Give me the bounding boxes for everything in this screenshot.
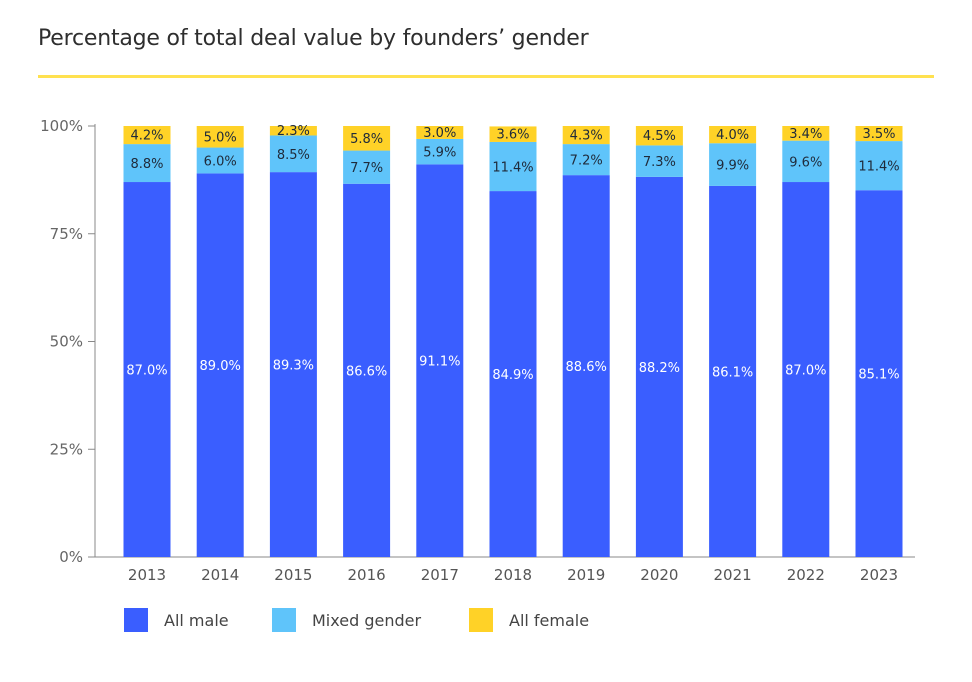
y-tick-label: 100% bbox=[40, 117, 83, 135]
bar-mixed-gender-2023 bbox=[855, 141, 903, 191]
bar-all-male-2021 bbox=[709, 185, 757, 557]
bar-all-male-2017 bbox=[416, 164, 464, 557]
legend-swatch-all-male bbox=[124, 608, 148, 632]
data-label-all-male: 88.2% bbox=[639, 361, 680, 376]
bar-all-female-2016 bbox=[343, 126, 391, 151]
bar-mixed-gender-2013 bbox=[123, 144, 171, 183]
data-label-all-male: 86.6% bbox=[346, 364, 387, 379]
bar-mixed-gender-2021 bbox=[709, 143, 757, 186]
bar-all-male-2019 bbox=[562, 175, 610, 557]
data-label-all-female: 4.2% bbox=[130, 129, 163, 144]
bar-all-female-2015 bbox=[269, 126, 317, 136]
legend-swatch-mixed-gender bbox=[272, 608, 296, 632]
legend-label-all-male: All male bbox=[164, 610, 229, 630]
bar-all-male-2014 bbox=[196, 173, 244, 557]
bar-mixed-gender-2022 bbox=[782, 140, 830, 183]
bar-mixed-gender-2014 bbox=[196, 147, 244, 174]
bar-all-female-2017 bbox=[416, 126, 464, 139]
bar-mixed-gender-2016 bbox=[343, 150, 391, 184]
x-tick-label: 2015 bbox=[274, 566, 312, 584]
bar-all-male-2013 bbox=[123, 182, 171, 557]
data-label-mixed-gender: 7.7% bbox=[350, 161, 383, 176]
bar-all-female-2014 bbox=[196, 126, 244, 148]
stacked-bar-chart: 0% 25% 50% 75% 100% 87.0% 8.8% 4.2% 2013 89.0% 6.0… bbox=[40, 117, 915, 584]
bar-all-male-2023 bbox=[855, 190, 903, 557]
x-tick-label: 2014 bbox=[201, 566, 239, 584]
x-tick-label: 2019 bbox=[567, 566, 605, 584]
x-tick-label: 2020 bbox=[640, 566, 678, 584]
chart-title: Percentage of total deal value by founde… bbox=[38, 26, 589, 51]
bar-mixed-gender-2017 bbox=[416, 138, 464, 165]
x-tick-label: 2017 bbox=[421, 566, 459, 584]
data-label-all-female: 2.3% bbox=[277, 124, 310, 139]
bar-mixed-gender-2020 bbox=[635, 145, 683, 177]
data-label-all-female: 3.4% bbox=[789, 127, 822, 142]
data-label-mixed-gender: 11.4% bbox=[858, 160, 899, 175]
bar-all-female-2022 bbox=[782, 126, 830, 141]
data-label-all-female: 5.0% bbox=[204, 130, 237, 145]
legend-swatch-all-female bbox=[469, 608, 493, 632]
bar-all-female-2018 bbox=[489, 126, 537, 142]
data-label-all-male: 86.1% bbox=[712, 365, 753, 380]
legend-item-mixed-gender: Mixed gender bbox=[272, 608, 421, 632]
x-tick-label: 2013 bbox=[128, 566, 166, 584]
x-tick-label: 2018 bbox=[494, 566, 532, 584]
x-tick-label: 2016 bbox=[348, 566, 386, 584]
data-label-all-male: 84.9% bbox=[492, 368, 533, 383]
legend-label-all-female: All female bbox=[509, 610, 590, 630]
title-underline bbox=[38, 75, 934, 78]
bar-mixed-gender-2019 bbox=[562, 144, 610, 176]
data-label-mixed-gender: 5.9% bbox=[423, 146, 456, 161]
bar-all-male-2018 bbox=[489, 191, 537, 557]
legend-item-all-female: All female bbox=[469, 608, 589, 632]
data-label-all-female: 3.5% bbox=[862, 127, 895, 142]
data-label-all-male: 89.3% bbox=[273, 359, 314, 374]
y-tick-label: 0% bbox=[59, 548, 83, 566]
y-tick-label: 50% bbox=[50, 333, 83, 351]
data-label-mixed-gender: 6.0% bbox=[204, 154, 237, 169]
data-label-all-male: 85.1% bbox=[858, 368, 899, 383]
data-label-all-female: 3.6% bbox=[496, 127, 529, 142]
bar-all-female-2023 bbox=[855, 126, 903, 142]
data-label-all-male: 87.0% bbox=[126, 364, 167, 379]
legend-item-all-male: All male bbox=[124, 608, 229, 632]
data-label-all-female: 3.0% bbox=[423, 126, 456, 141]
bar-all-male-2016 bbox=[343, 183, 391, 557]
bar-all-male-2015 bbox=[269, 172, 317, 557]
data-label-all-female: 4.3% bbox=[570, 129, 603, 144]
data-label-mixed-gender: 7.3% bbox=[643, 155, 676, 170]
x-tick-label: 2021 bbox=[714, 566, 752, 584]
data-label-all-female: 5.8% bbox=[350, 132, 383, 147]
bar-all-female-2021 bbox=[709, 126, 757, 144]
x-tick-label: 2023 bbox=[860, 566, 898, 584]
data-label-mixed-gender: 8.8% bbox=[130, 157, 163, 172]
data-label-all-male: 89.0% bbox=[200, 359, 241, 374]
data-label-all-male: 88.6% bbox=[566, 360, 607, 375]
bar-all-female-2019 bbox=[562, 126, 610, 145]
data-label-all-female: 4.5% bbox=[643, 129, 676, 144]
bar-mixed-gender-2015 bbox=[269, 135, 317, 173]
data-label-mixed-gender: 11.4% bbox=[492, 161, 533, 176]
legend-label-mixed-gender: Mixed gender bbox=[312, 610, 422, 630]
data-label-all-male: 87.0% bbox=[785, 364, 826, 379]
data-label-mixed-gender: 9.6% bbox=[789, 155, 822, 170]
bar-all-male-2020 bbox=[635, 176, 683, 557]
bar-all-female-2013 bbox=[123, 126, 171, 145]
y-tick-label: 75% bbox=[50, 225, 83, 243]
bar-all-female-2020 bbox=[635, 126, 683, 146]
bar-all-male-2022 bbox=[782, 182, 830, 557]
data-label-mixed-gender: 8.5% bbox=[277, 148, 310, 163]
data-label-all-female: 4.0% bbox=[716, 128, 749, 143]
bar-mixed-gender-2018 bbox=[489, 141, 537, 192]
data-label-all-male: 91.1% bbox=[419, 355, 460, 370]
data-label-mixed-gender: 7.2% bbox=[570, 154, 603, 169]
x-tick-label: 2022 bbox=[787, 566, 825, 584]
data-label-mixed-gender: 9.9% bbox=[716, 159, 749, 174]
y-tick-label: 25% bbox=[50, 440, 83, 458]
